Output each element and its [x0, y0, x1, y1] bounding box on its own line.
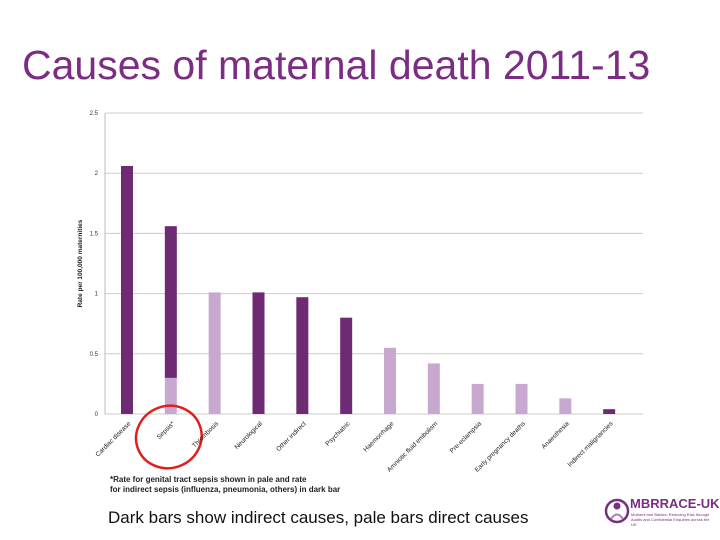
mbrrace-logo: MBRRACE-UK Mothers and Babies: Reducing …	[604, 492, 720, 532]
y-axis-title: Rate per 100,000 maternities	[77, 219, 84, 307]
chart-caption: Dark bars show indirect causes, pale bar…	[108, 508, 529, 527]
footnote: *Rate for genital tract sepsis shown in …	[110, 475, 340, 495]
x-tick-label: Sepsis*	[156, 420, 177, 441]
y-tick-label: 0.5	[90, 352, 99, 358]
bar-direct	[471, 383, 484, 414]
page-title: Causes of maternal death 2011-13	[22, 42, 651, 88]
x-tick-label: Early pregnancy deaths	[474, 420, 528, 474]
bar-direct	[384, 347, 396, 414]
bar-direct	[515, 383, 528, 414]
footnote-line-1: *Rate for genital tract sepsis shown in …	[110, 475, 307, 484]
logo-emblem-icon	[604, 498, 630, 524]
bar-indirect	[340, 317, 353, 414]
y-tick-label: 2	[95, 171, 99, 177]
y-tick-label: 1.5	[90, 231, 99, 237]
bar-direct	[208, 292, 221, 414]
footnote-line-2: for indirect sepsis (influenza, pneumoni…	[110, 485, 341, 494]
x-tick-label: Neurological	[233, 420, 264, 451]
logo-name: MBRRACE-UK	[630, 496, 720, 511]
y-tick-label: 2.5	[90, 111, 99, 117]
x-tick-label: Amniotic fluid embolism	[386, 420, 439, 473]
bar-indirect	[164, 226, 177, 378]
x-tick-label: Other indirect	[275, 420, 308, 453]
bar-direct	[559, 398, 572, 414]
bar-indirect	[252, 292, 265, 414]
x-tick-label: Pre-eclampsia	[449, 420, 484, 455]
x-tick-label: Haemorrhage	[362, 420, 395, 453]
x-tick-label: Indirect malignancies	[566, 420, 615, 469]
annotation-circle	[134, 404, 203, 470]
y-tick-label: 0	[95, 412, 99, 418]
x-tick-label: Cardiac disease	[95, 420, 133, 458]
y-tick-label: 1	[95, 292, 99, 298]
bar-direct	[427, 363, 440, 414]
x-tick-label: Thrombosis	[191, 420, 220, 449]
bar-indirect	[603, 409, 616, 414]
logo-tagline: Mothers and Babies: Reducing Risk throug…	[631, 512, 710, 527]
x-tick-label: Psychiatric	[324, 420, 352, 448]
bar-indirect	[121, 165, 133, 414]
bar-direct	[164, 377, 177, 414]
bar-indirect	[296, 297, 309, 414]
x-tick-label: Anaesthesia	[540, 420, 571, 451]
